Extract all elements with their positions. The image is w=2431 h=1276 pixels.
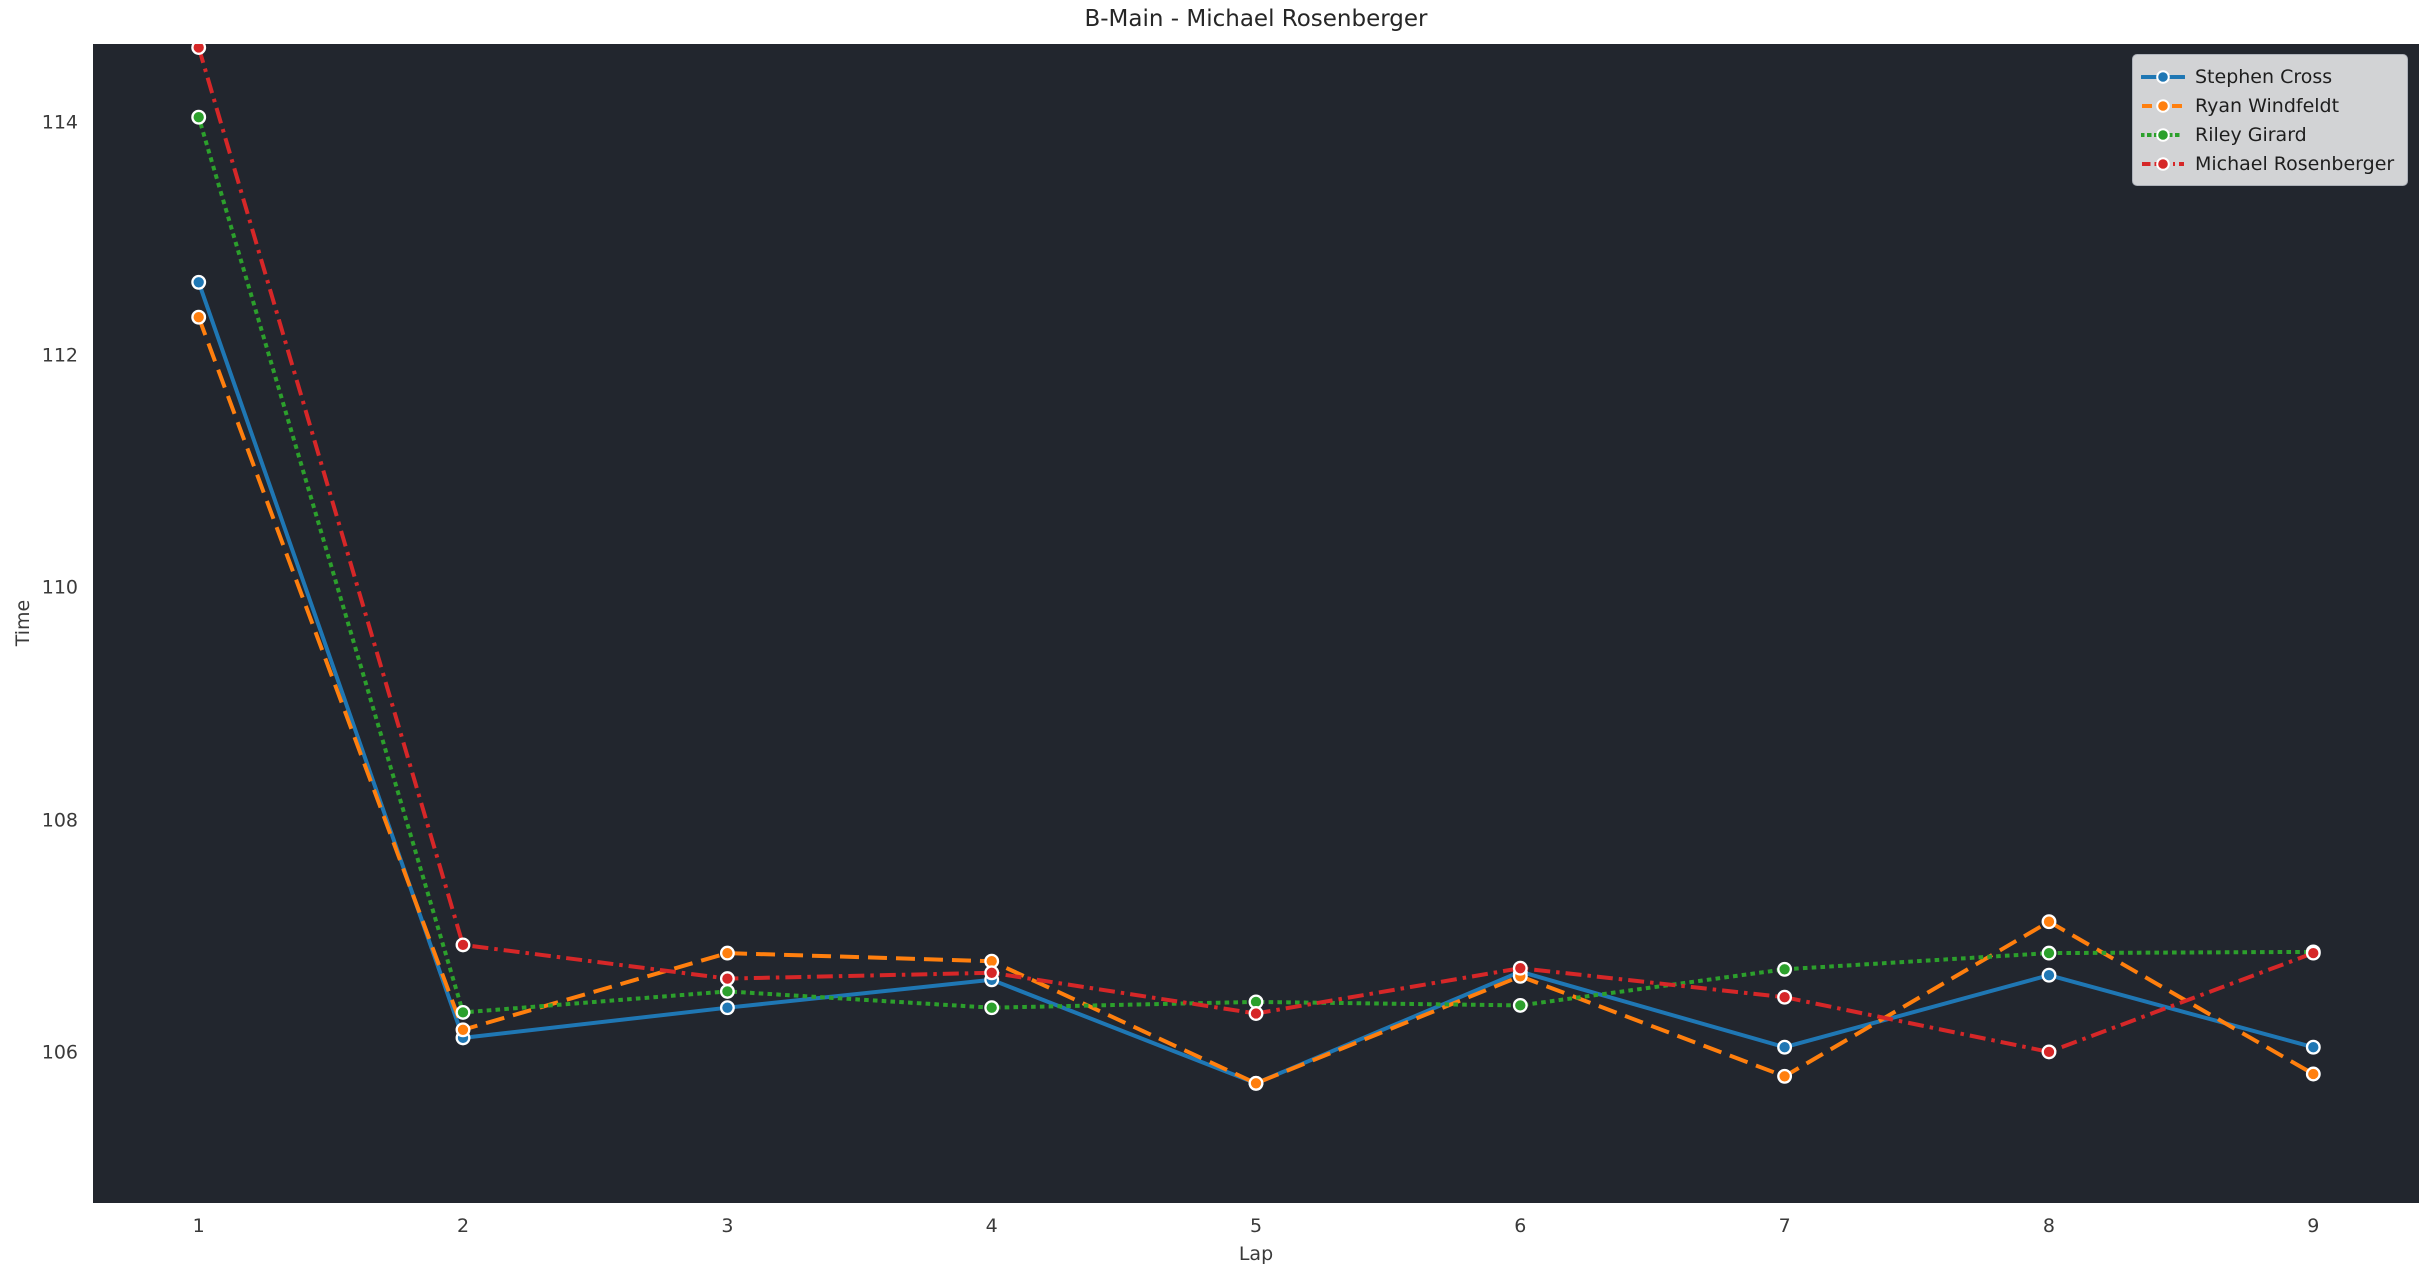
x-tick-label: 5 bbox=[1249, 1215, 1263, 1237]
data-point-marker-stephen-cross bbox=[1777, 1039, 1793, 1055]
data-point-marker-riley-girard bbox=[2041, 945, 2057, 961]
y-tick-label: 114 bbox=[41, 111, 78, 134]
y-axis-label: Time bbox=[12, 599, 34, 647]
data-point-marker-stephen-cross bbox=[2305, 1039, 2321, 1055]
data-point-marker-michael-rosenberger bbox=[1512, 960, 1528, 976]
legend-item-ryan-windfeldt: Ryan Windfeldt bbox=[2141, 91, 2397, 120]
legend-item-riley-girard: Riley Girard bbox=[2141, 120, 2397, 149]
data-point-marker-michael-rosenberger bbox=[2305, 945, 2321, 961]
x-tick-label: 8 bbox=[2042, 1215, 2055, 1237]
data-point-marker-riley-girard bbox=[719, 983, 735, 999]
legend-label: Ryan Windfeldt bbox=[2195, 94, 2340, 117]
x-tick-label: 6 bbox=[1514, 1215, 1527, 1237]
y-tick-label: 110 bbox=[41, 576, 78, 599]
data-point-marker-stephen-cross bbox=[719, 1000, 735, 1016]
legend-line-sample-icon bbox=[2141, 69, 2185, 84]
data-point-marker-michael-rosenberger bbox=[191, 44, 207, 55]
data-point-marker-michael-rosenberger bbox=[719, 971, 735, 987]
legend-label: Riley Girard bbox=[2195, 123, 2307, 146]
data-point-marker-ryan-windfeldt bbox=[191, 309, 207, 325]
legend-item-michael-rosenberger: Michael Rosenberger bbox=[2141, 149, 2397, 178]
data-point-marker-michael-rosenberger bbox=[455, 937, 471, 953]
x-tick-label: 4 bbox=[985, 1215, 998, 1237]
x-tick-label: 1 bbox=[192, 1215, 205, 1237]
legend-label: Michael Rosenberger bbox=[2195, 152, 2395, 175]
legend-item-stephen-cross: Stephen Cross bbox=[2141, 62, 2397, 91]
plot-area bbox=[93, 44, 2419, 1203]
y-tick-label: 112 bbox=[41, 344, 78, 367]
data-point-marker-stephen-cross bbox=[2041, 967, 2057, 983]
legend-line-sample-icon bbox=[2141, 127, 2185, 142]
data-point-marker-ryan-windfeldt bbox=[2305, 1066, 2321, 1082]
x-tick-label: 9 bbox=[2307, 1215, 2320, 1237]
plot-background bbox=[93, 44, 2419, 1203]
legend: Stephen Cross Ryan Windfeldt Riley Girard M… bbox=[2132, 54, 2408, 186]
data-point-marker-riley-girard bbox=[1512, 997, 1528, 1013]
y-tick-label: 106 bbox=[41, 1041, 78, 1064]
series-line-riley-girard bbox=[196, 114, 2316, 1015]
legend-line-sample-icon bbox=[2142, 156, 2184, 171]
data-point-marker-michael-rosenberger bbox=[2041, 1044, 2057, 1060]
data-point-marker-stephen-cross bbox=[191, 274, 207, 290]
chart-title: B-Main - Michael Rosenberger bbox=[1084, 6, 1428, 32]
data-point-marker-riley-girard bbox=[984, 1000, 1000, 1016]
data-point-marker-ryan-windfeldt bbox=[455, 1022, 471, 1038]
data-point-marker-ryan-windfeldt bbox=[2041, 914, 2057, 930]
x-tick-label: 7 bbox=[1778, 1215, 1791, 1237]
x-tick-label: 2 bbox=[456, 1215, 470, 1237]
data-point-marker-ryan-windfeldt bbox=[1248, 1075, 1264, 1091]
data-point-marker-michael-rosenberger bbox=[1248, 1006, 1264, 1021]
data-point-marker-ryan-windfeldt bbox=[719, 945, 735, 961]
x-axis-label: Lap bbox=[1238, 1243, 1274, 1265]
data-point-marker-michael-rosenberger bbox=[984, 965, 1000, 981]
data-point-marker-riley-girard bbox=[455, 1004, 471, 1020]
data-point-marker-ryan-windfeldt bbox=[1777, 1068, 1793, 1084]
legend-label: Stephen Cross bbox=[2195, 65, 2333, 88]
legend-line-sample-icon bbox=[2142, 98, 2184, 113]
data-point-marker-michael-rosenberger bbox=[1777, 989, 1793, 1005]
x-tick-label: 3 bbox=[721, 1215, 734, 1237]
data-point-marker-riley-girard bbox=[1777, 961, 1793, 977]
y-tick-label: 108 bbox=[41, 809, 78, 832]
data-point-marker-riley-girard bbox=[191, 109, 207, 125]
